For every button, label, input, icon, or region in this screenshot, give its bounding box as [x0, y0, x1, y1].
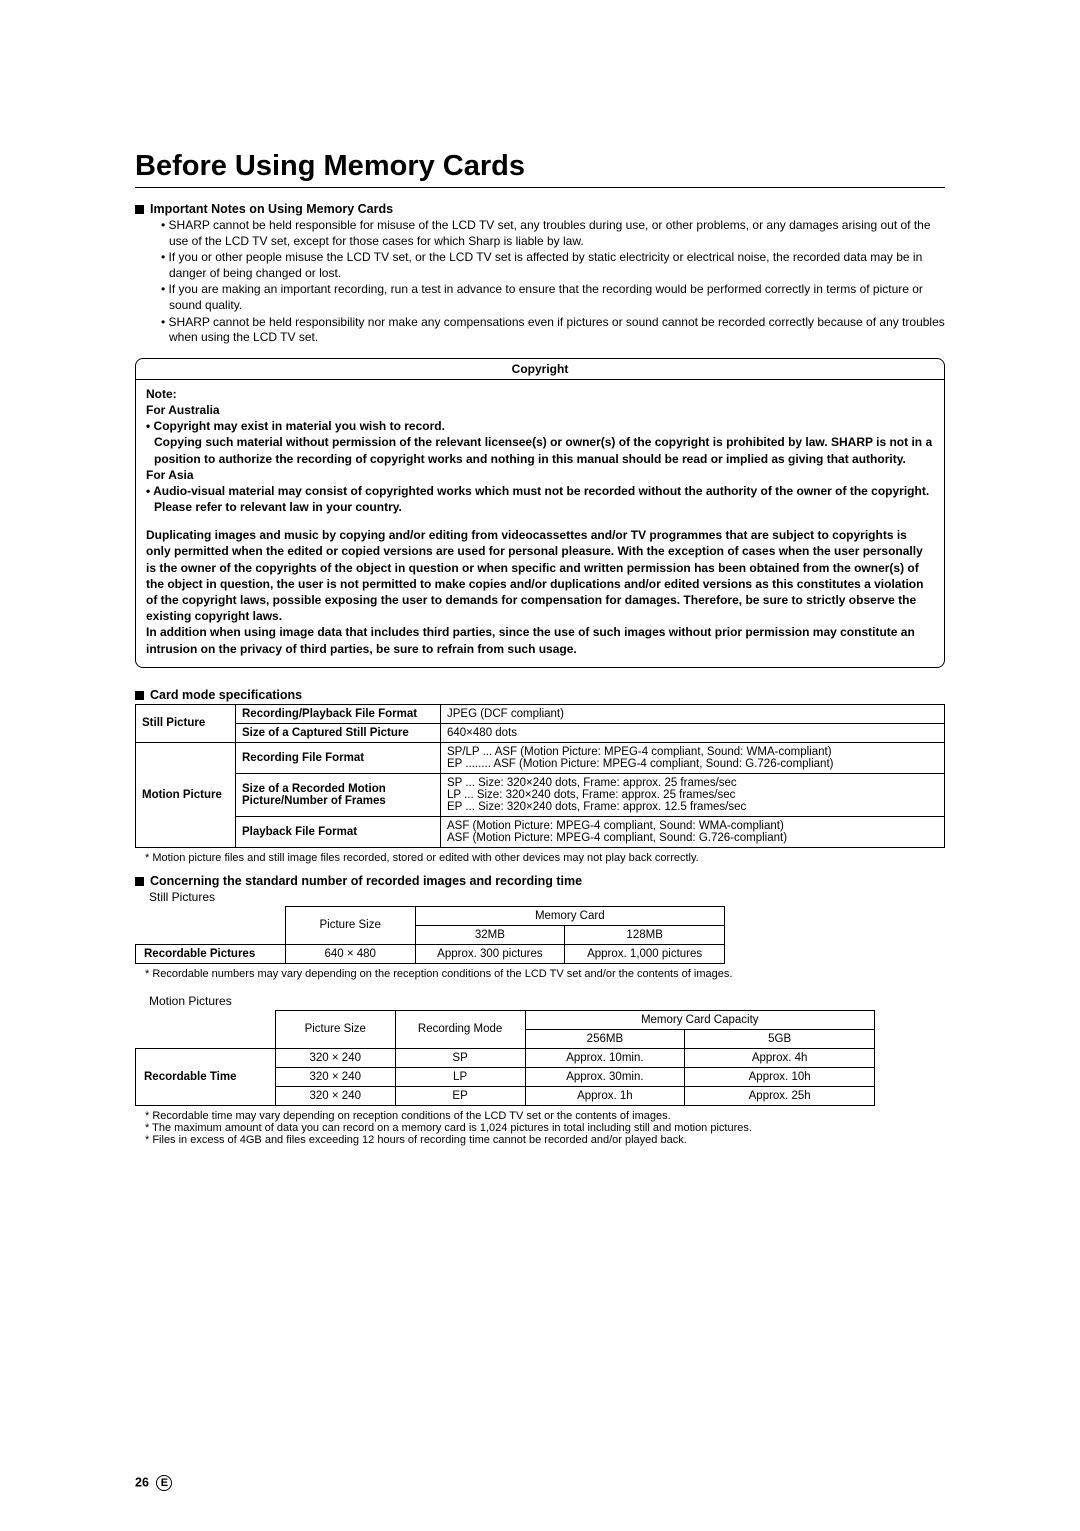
- note-item: SHARP cannot be held responsible for mis…: [161, 218, 945, 249]
- section-heading-spec: Card mode specifications: [135, 688, 945, 702]
- cell: 5GB: [685, 1029, 875, 1048]
- page-number: 26 E: [135, 1475, 172, 1491]
- cell: Approx. 1,000 pictures: [565, 944, 725, 963]
- table-row: Picture Size Memory Card: [136, 906, 725, 925]
- table-row: Recordable Time 320 × 240 SP Approx. 10m…: [136, 1048, 875, 1067]
- motion-footnote: * The maximum amount of data you can rec…: [145, 1122, 945, 1134]
- cell: Recordable Time: [136, 1048, 276, 1105]
- section-heading-text: Concerning the standard number of record…: [150, 874, 582, 888]
- cell: Approx. 4h: [685, 1048, 875, 1067]
- cell: SP: [395, 1048, 525, 1067]
- cell: Approx. 10h: [685, 1067, 875, 1086]
- cell: Approx. 25h: [685, 1086, 875, 1105]
- table-row: Playback File Format ASF (Motion Picture…: [136, 816, 945, 847]
- australia-label: For Australia: [146, 403, 220, 417]
- note-item: If you are making an important recording…: [161, 282, 945, 313]
- cell: 320 × 240: [275, 1067, 395, 1086]
- copyright-para2: In addition when using image data that i…: [146, 625, 915, 655]
- motion-footnote: * Files in excess of 4GB and files excee…: [145, 1134, 945, 1146]
- note-item: If you or other people misuse the LCD TV…: [161, 250, 945, 281]
- cell: Recordable Pictures: [136, 944, 286, 963]
- cell-still-label: Still Picture: [136, 704, 236, 742]
- cell-empty: [136, 906, 286, 944]
- cell-empty: [136, 1010, 276, 1048]
- cell: Picture Size: [285, 906, 415, 944]
- cell: Recording/Playback File Format: [236, 704, 441, 723]
- cell: Approx. 1h: [525, 1086, 685, 1105]
- page-num: 26: [135, 1475, 149, 1489]
- cell: Recording Mode: [395, 1010, 525, 1048]
- cell: 128MB: [565, 925, 725, 944]
- square-icon: [135, 877, 144, 886]
- asia-body: Please refer to relevant law in your cou…: [154, 500, 402, 514]
- cell: Approx. 10min.: [525, 1048, 685, 1067]
- page-letter-badge: E: [156, 1475, 172, 1491]
- cell: Recording File Format: [236, 742, 441, 773]
- table-row: Size of a Captured Still Picture 640×480…: [136, 723, 945, 742]
- cell: Size of a Captured Still Picture: [236, 723, 441, 742]
- cell: Memory Card Capacity: [525, 1010, 874, 1029]
- cell: Size of a Recorded Motion Picture/Number…: [236, 773, 441, 816]
- cell: 640×480 dots: [441, 723, 945, 742]
- motion-table: Picture Size Recording Mode Memory Card …: [135, 1010, 875, 1106]
- section-heading-text: Card mode specifications: [150, 688, 302, 702]
- cell: SP/LP ... ASF (Motion Picture: MPEG-4 co…: [441, 742, 945, 773]
- cell: Picture Size: [275, 1010, 395, 1048]
- cell: 32MB: [415, 925, 565, 944]
- cell: EP: [395, 1086, 525, 1105]
- cell: Approx. 30min.: [525, 1067, 685, 1086]
- section-heading-text: Important Notes on Using Memory Cards: [150, 202, 393, 216]
- manual-page: Before Using Memory Cards Important Note…: [0, 0, 1080, 1531]
- table-row: Picture Size Recording Mode Memory Card …: [136, 1010, 875, 1029]
- copyright-box: Copyright Note: For Australia • Copyrigh…: [135, 358, 945, 668]
- notes-list: SHARP cannot be held responsible for mis…: [161, 218, 945, 346]
- section-heading-notes: Important Notes on Using Memory Cards: [135, 202, 945, 216]
- table-row: Size of a Recorded Motion Picture/Number…: [136, 773, 945, 816]
- copyright-header: Copyright: [136, 359, 944, 380]
- table-row: Still Picture Recording/Playback File Fo…: [136, 704, 945, 723]
- still-subtitle: Still Pictures: [149, 890, 945, 904]
- australia-bullet: • Copyright may exist in material you wi…: [146, 419, 445, 433]
- motion-footnote: * Recordable time may vary depending on …: [145, 1110, 945, 1122]
- cell: 320 × 240: [275, 1048, 395, 1067]
- motion-subtitle: Motion Pictures: [149, 994, 945, 1008]
- cell: Playback File Format: [236, 816, 441, 847]
- australia-body: Copying such material without permission…: [154, 435, 932, 465]
- spec-footnote: * Motion picture files and still image f…: [145, 852, 945, 864]
- cell: ASF (Motion Picture: MPEG-4 compliant, S…: [441, 816, 945, 847]
- cell: Approx. 300 pictures: [415, 944, 565, 963]
- cell-motion-label: Motion Picture: [136, 742, 236, 847]
- note-label: Note:: [146, 387, 177, 401]
- cell: Memory Card: [415, 906, 724, 925]
- cell: LP: [395, 1067, 525, 1086]
- section-heading-recording: Concerning the standard number of record…: [135, 874, 945, 888]
- asia-label: For Asia: [146, 468, 194, 482]
- page-title: Before Using Memory Cards: [135, 150, 945, 188]
- cell: JPEG (DCF compliant): [441, 704, 945, 723]
- cell: SP ... Size: 320×240 dots, Frame: approx…: [441, 773, 945, 816]
- still-footnote: * Recordable numbers may vary depending …: [145, 968, 945, 980]
- cell: 640 × 480: [285, 944, 415, 963]
- square-icon: [135, 205, 144, 214]
- spec-table: Still Picture Recording/Playback File Fo…: [135, 704, 945, 848]
- cell: 256MB: [525, 1029, 685, 1048]
- square-icon: [135, 691, 144, 700]
- still-table: Picture Size Memory Card 32MB 128MB Reco…: [135, 906, 725, 964]
- note-item: SHARP cannot be held responsibility nor …: [161, 315, 945, 346]
- asia-bullet: • Audio-visual material may consist of c…: [146, 484, 929, 498]
- copyright-para1: Duplicating images and music by copying …: [146, 528, 923, 623]
- table-row: Motion Picture Recording File Format SP/…: [136, 742, 945, 773]
- copyright-body: Note: For Australia • Copyright may exis…: [136, 380, 944, 667]
- table-row: Recordable Pictures 640 × 480 Approx. 30…: [136, 944, 725, 963]
- cell: 320 × 240: [275, 1086, 395, 1105]
